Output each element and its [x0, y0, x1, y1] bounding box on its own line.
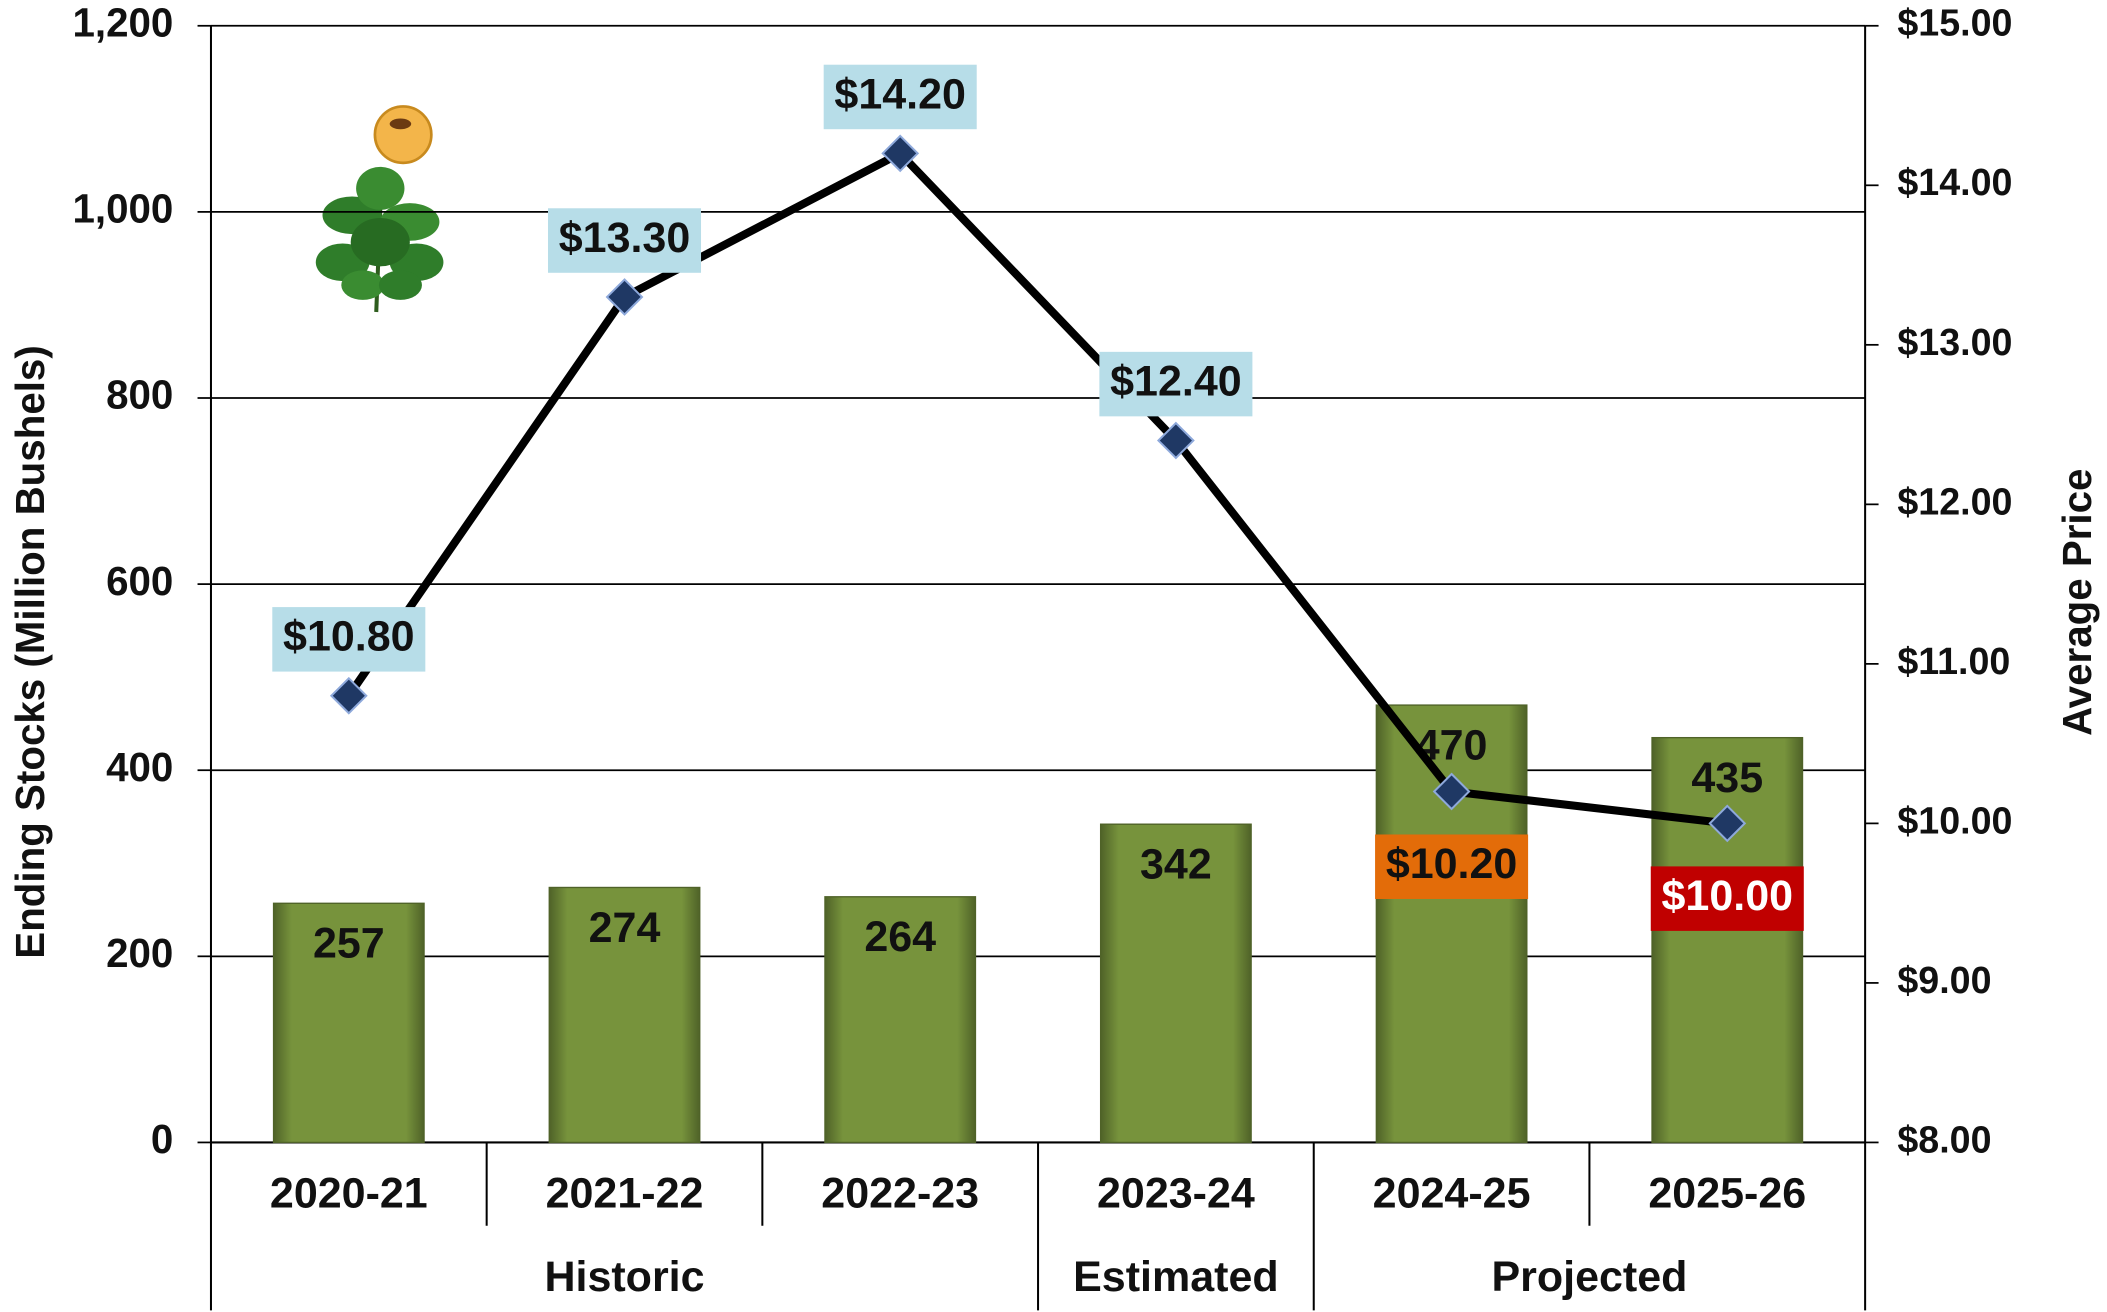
bar-value-label: 274 [589, 904, 661, 952]
bar [1376, 705, 1527, 1142]
price-label: $10.00 [1662, 872, 1794, 920]
chart: Ending Stocks (Million Bushels) Average … [0, 0, 2107, 1312]
plant-icon [316, 106, 444, 312]
y-tick-label: 600 [106, 559, 173, 604]
y2-tick-label: $14.00 [1897, 161, 2012, 203]
y-tick-label: 200 [106, 931, 173, 976]
bar-value-label: 342 [1140, 841, 1212, 889]
y2-tick-label: $8.00 [1897, 1118, 1991, 1160]
page: {"chart_data": { "type": "bar", "categor… [0, 0, 2107, 1312]
x-tick-label: 2020-21 [270, 1170, 428, 1218]
price-label: $10.80 [283, 613, 415, 661]
y2-tick-label: $11.00 [1897, 640, 2010, 682]
price-label-group: $14.20 [824, 65, 977, 130]
price-label: $12.40 [1110, 357, 1242, 405]
y2-tick-label: $12.00 [1897, 480, 2012, 522]
bar-value-label: 257 [313, 920, 385, 968]
price-label-group: $10.20 [1375, 834, 1528, 899]
x-tick-label: 2023-24 [1097, 1170, 1255, 1218]
y-axis-title: Ending Stocks (Million Bushels) [8, 345, 53, 958]
price-label-group: $10.00 [1651, 866, 1804, 931]
price-label: $14.20 [834, 70, 966, 118]
y2-tick-label: $9.00 [1897, 959, 1991, 1001]
x-tick-label: 2024-25 [1373, 1170, 1531, 1218]
y-tick-label: 400 [106, 745, 173, 790]
bar-value-label: 435 [1691, 754, 1763, 802]
y-tick-label: 1,200 [73, 0, 174, 45]
x-tick-label: 2021-22 [546, 1170, 704, 1218]
price-label-group: $12.40 [1099, 352, 1252, 417]
price-label: $10.20 [1386, 840, 1518, 888]
group-label: Projected [1491, 1253, 1687, 1301]
y2-tick-label: $13.00 [1897, 321, 2012, 363]
y-tick-label: 800 [106, 373, 173, 418]
price-label: $13.30 [559, 214, 691, 262]
y2-tick-label: $10.00 [1897, 799, 2012, 841]
y2-tick-label: $15.00 [1897, 2, 2012, 44]
price-label-group: $13.30 [548, 208, 701, 273]
y-tick-label: 1,000 [73, 187, 174, 232]
group-label: Historic [544, 1253, 704, 1301]
y-tick-label: 0 [151, 1117, 173, 1162]
y2-axis-title: Average Price [2055, 469, 2100, 736]
price-label-group: $10.80 [272, 607, 425, 672]
group-label: Estimated [1073, 1253, 1279, 1301]
bar-value-label: 264 [864, 913, 936, 961]
x-tick-label: 2025-26 [1648, 1170, 1806, 1218]
x-tick-label: 2022-23 [821, 1170, 979, 1218]
